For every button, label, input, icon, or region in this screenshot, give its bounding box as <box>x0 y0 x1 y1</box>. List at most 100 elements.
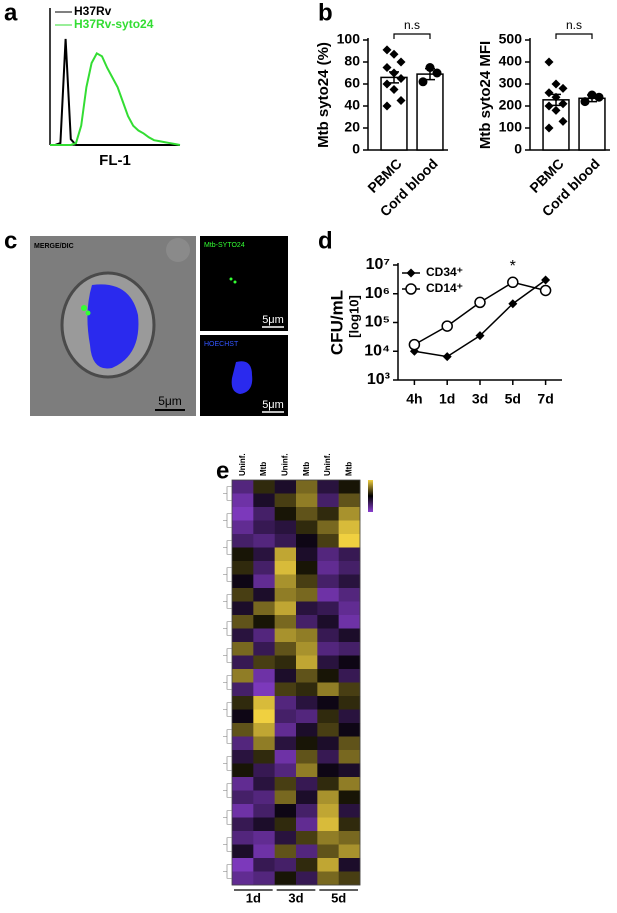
heat-cell <box>253 628 275 643</box>
panel-letter: b <box>318 0 333 26</box>
heat-cell <box>232 547 254 562</box>
heat-cell <box>296 628 318 643</box>
heat-cell <box>253 763 275 778</box>
heat-cell <box>232 804 254 818</box>
heat-cell <box>317 669 339 683</box>
heat-cell <box>296 777 318 791</box>
scale-label: 5μm <box>262 314 284 326</box>
heat-cell <box>274 790 297 805</box>
y-tick-label: 20 <box>344 119 360 135</box>
dendrogram <box>223 837 232 852</box>
heat-cell <box>232 615 254 629</box>
heat-cell <box>274 534 297 548</box>
heat-cell <box>253 831 275 845</box>
point <box>382 101 392 111</box>
heat-cell <box>253 790 275 805</box>
point <box>389 49 399 59</box>
annotation: n.s <box>404 18 420 32</box>
dendrogram <box>223 648 232 663</box>
heat-cell <box>274 682 297 697</box>
heat-cell <box>253 723 275 737</box>
heat-cell <box>253 601 275 616</box>
point <box>408 338 421 351</box>
y-tick-label: 200 <box>499 97 523 113</box>
y-axis-unit: [log10] <box>346 295 361 338</box>
point <box>382 63 392 72</box>
heat-cell <box>296 709 318 724</box>
heat-cell <box>296 520 318 535</box>
heat-cell <box>338 642 361 656</box>
heat-cell <box>296 804 318 818</box>
heat-cell <box>253 507 275 521</box>
heat-cell <box>338 804 361 818</box>
heat-cell <box>274 507 297 521</box>
heat-cell <box>338 736 361 751</box>
heat-cell <box>296 642 318 656</box>
dendrogram <box>223 756 232 771</box>
y-tick-label: 10⁶ <box>365 285 390 302</box>
dendrogram <box>223 783 232 798</box>
heat-cell <box>232 480 254 494</box>
heat-cell <box>338 682 361 697</box>
dendrogram <box>223 702 232 717</box>
bacterium <box>81 305 87 311</box>
heat-cell <box>338 669 361 683</box>
heat-cell <box>296 601 318 616</box>
heat-cell <box>317 871 339 886</box>
panel-letter: d <box>318 227 333 254</box>
heat-cell <box>232 736 254 751</box>
panel-letter: a <box>4 0 18 26</box>
point <box>382 45 392 55</box>
heat-cell <box>253 480 275 494</box>
heat-cell <box>317 790 339 805</box>
dendrogram <box>223 567 232 582</box>
group-label: 3d <box>288 890 303 905</box>
heat-cell <box>274 817 297 832</box>
heat-cell <box>232 844 254 859</box>
heatmap-border <box>231 479 361 886</box>
point <box>425 63 435 72</box>
point <box>406 268 416 278</box>
point <box>587 90 597 100</box>
heat-cell <box>338 561 361 575</box>
heat-cell <box>296 736 318 751</box>
nucleus <box>231 361 253 394</box>
dendrogram <box>223 540 232 555</box>
heat-cell <box>253 804 275 818</box>
point <box>507 276 519 289</box>
heat-cell <box>338 723 361 737</box>
heat-cell <box>317 777 339 791</box>
heat-cell <box>338 790 361 805</box>
heat-cell <box>317 642 339 656</box>
debris <box>166 238 190 262</box>
y-tick-label: 100 <box>337 31 361 47</box>
dendrogram <box>223 486 232 501</box>
heat-cell <box>296 547 318 562</box>
heat-cell <box>274 628 297 643</box>
heat-cell <box>296 507 318 521</box>
heat-cell <box>317 480 339 494</box>
heat-cell <box>338 858 361 872</box>
point <box>508 299 518 309</box>
color-bar <box>368 480 373 512</box>
dendrogram <box>223 675 232 690</box>
heat-cell <box>274 615 297 629</box>
bracket <box>555 33 593 39</box>
heat-cell <box>338 574 361 589</box>
column-label: Uninf. <box>280 453 289 476</box>
point <box>396 74 406 83</box>
heat-cell <box>232 682 254 697</box>
point <box>418 77 428 87</box>
heat-cell <box>338 520 361 535</box>
heat-cell <box>338 709 361 724</box>
heat-cell <box>317 831 339 845</box>
dendrogram <box>223 729 232 744</box>
heat-cell <box>317 858 339 872</box>
point <box>558 99 568 109</box>
heat-cell <box>296 669 318 683</box>
heat-cell <box>253 547 275 562</box>
point <box>389 85 399 94</box>
y-axis-label: CFU/mL <box>327 290 346 355</box>
heat-cell <box>317 804 339 818</box>
